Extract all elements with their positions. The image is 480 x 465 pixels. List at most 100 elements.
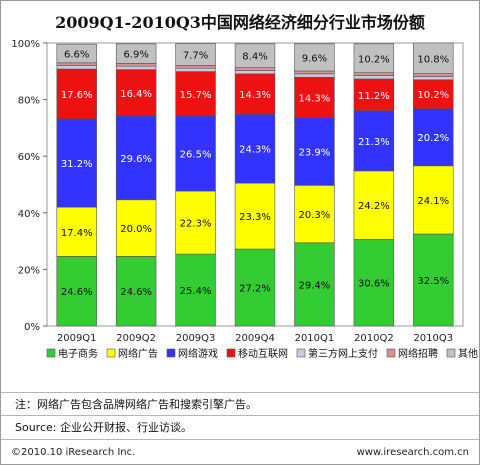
data-label: 24.6% [120,287,152,298]
data-label: 16.4% [120,89,152,100]
data-label: 22.3% [180,219,212,230]
legend-label: 电子商务 [58,347,98,360]
data-label: 24.2% [358,201,390,212]
bar-segment [175,71,216,117]
y-tick-label: 100% [11,39,40,50]
bar-segment [294,185,335,244]
bar-segment [115,63,157,67]
website-text: www.iresearch.com.cn [356,447,469,458]
x-tick-label: 2009Q3 [176,333,216,344]
data-label: 21.3% [358,137,390,148]
bar-segment [294,76,335,119]
data-label: 31.2% [61,159,93,170]
bar-segment [353,72,395,76]
data-label: 11.2% [358,91,390,102]
bar-segment [413,76,454,81]
data-label: 14.3% [299,93,331,104]
legend-swatch [106,348,116,358]
legend-swatch [166,348,176,358]
bar-segment [234,70,276,75]
y-tick-label: 0% [24,322,40,333]
data-label: 10.2% [358,54,390,65]
bar-segment [353,78,395,111]
bar-segment [175,67,216,72]
bar-segment [175,65,216,69]
legend-swatch [386,348,396,358]
x-tick-label: 2010Q3 [413,333,453,344]
bar-segment [175,115,216,192]
y-tick-label: 20% [18,265,40,276]
data-label: 25.4% [180,286,212,297]
chart-note: 注：网络广告包含品牌网络广告和搜索引擎广告。 [15,398,257,411]
bar-segment [294,73,335,78]
bar-segment [413,108,454,167]
data-label: 29.4% [299,280,331,291]
legend-label: 移动互联网 [238,347,288,360]
x-tick-label: 2009Q2 [116,333,156,344]
bar-segment [115,65,157,70]
y-tick-label: 60% [18,152,40,163]
data-label: 10.2% [417,90,449,101]
y-tick-label: 40% [18,209,40,220]
legend-swatch [226,348,236,358]
x-tick-label: 2009Q1 [57,333,97,344]
data-label: 24.1% [417,196,449,207]
data-label: 20.0% [120,224,152,235]
bar-segment [294,117,335,186]
legend-label: 其他 [458,347,478,360]
bar-segment [175,190,216,255]
bar-segment [234,182,276,250]
y-tick-label: 80% [18,96,40,107]
bar-segment [413,79,454,109]
x-tick-label: 2010Q2 [354,333,394,344]
data-label: 7.7% [183,50,208,61]
bar-segment [56,256,97,327]
data-label: 8.4% [242,52,267,63]
copyright-text: ©2010.10 iResearch Inc. [11,447,136,458]
data-label: 23.9% [299,148,331,159]
bar-segment [234,114,276,184]
data-label: 14.3% [239,90,271,101]
bar-segment [413,73,454,77]
bar-segment [413,233,454,327]
data-label: 15.7% [180,90,212,101]
bar-segment [175,43,216,66]
data-label: 6.9% [123,50,148,61]
data-label: 30.6% [358,279,390,290]
data-label: 6.6% [64,49,89,60]
stacked-bar-chart: 0% 20% 40% 60% 80% 100% 24.6% 17.4% 31.2% 17.6% 6.… [11,39,478,360]
x-tick-label: 2010Q1 [295,333,335,344]
bar-segment [353,75,395,80]
legend-swatch [46,348,56,358]
data-label: 24.6% [61,287,93,298]
bar-segment [175,253,216,327]
legend-swatch [296,348,306,358]
source-note: Source: 企业公开财报、行业访谈。 [15,421,192,434]
data-label: 32.5% [417,276,449,287]
bar-segment [294,70,335,75]
bar-segment [234,43,276,68]
bar-segment [413,42,454,74]
bar-segment [353,239,395,327]
legend-label: 网络游戏 [178,347,218,360]
bar-segment [294,43,335,72]
separator-top [1,392,479,393]
bar-segment [234,67,276,71]
data-label: 26.5% [180,150,212,161]
data-label: 9.6% [302,53,327,64]
separator-middle [1,415,479,416]
bar-segment [115,199,157,257]
bar-segment [56,62,97,66]
legend-label: 第三方网上支付 [308,347,378,360]
data-label: 23.3% [239,212,271,223]
bar-segment [56,43,97,64]
bar-segment [353,110,395,172]
bar-segment [115,69,157,117]
bar-segment [115,256,157,327]
data-label: 20.2% [417,133,449,144]
bar-segment [353,43,395,74]
data-label: 20.3% [299,210,331,221]
data-label: 10.8% [417,54,449,65]
bar-segment [115,43,157,64]
